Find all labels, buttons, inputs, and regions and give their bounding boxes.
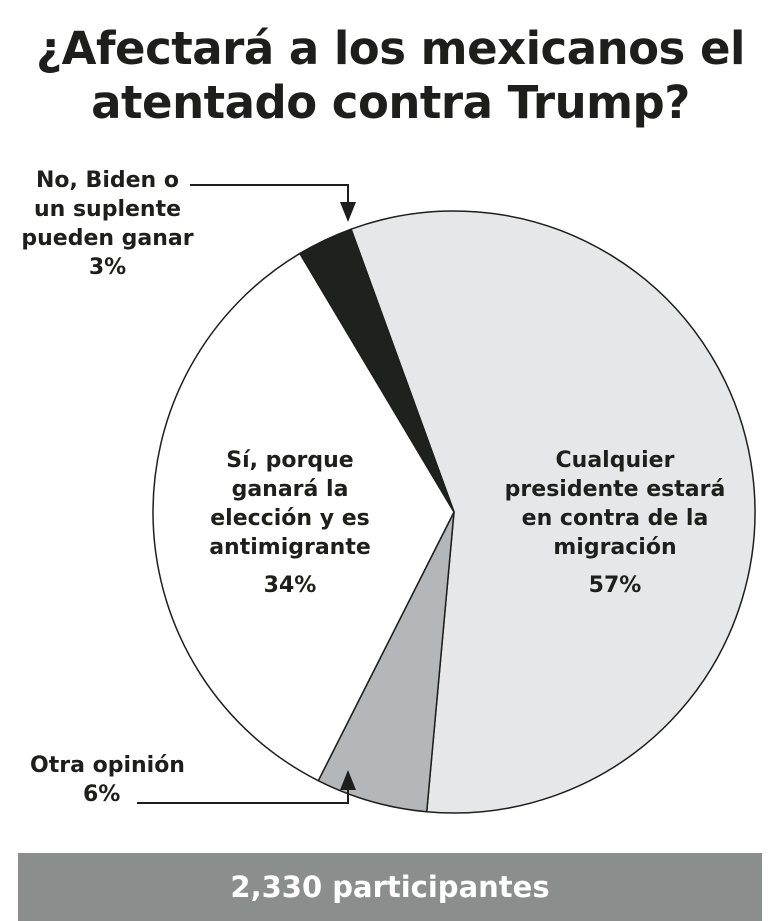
pie-slice-si <box>152 252 455 782</box>
leader-line-otra <box>137 788 349 804</box>
slice-label-biden: No, Biden o un suplente pueden ganar 3% <box>10 166 205 282</box>
slice-label-line: Sí, porque <box>226 448 354 473</box>
slice-label-cualquier: Cualquier presidente estará en contra de… <box>490 446 740 600</box>
pie-slice-biden <box>298 228 455 513</box>
slice-label-line: elección y es <box>210 506 370 531</box>
title-line-2: atentado contra Trump? <box>91 76 690 129</box>
slice-label-line: migración <box>553 535 677 560</box>
participants-footer: 2,330 participantes <box>18 853 762 921</box>
slice-value-biden: 3% <box>88 255 127 280</box>
slice-value-cualquier: 57% <box>588 573 642 598</box>
slice-label-line: un suplente <box>33 197 182 222</box>
slice-label-line: pueden ganar <box>21 226 194 251</box>
leader-arrow-otra <box>340 770 356 790</box>
slice-label-line: presidente estará <box>504 477 726 502</box>
title-line-1: ¿Afectará a los mexicanos el <box>36 22 745 75</box>
slice-label-line: No, Biden o <box>36 168 179 193</box>
slice-label-line: antimigrante <box>209 535 371 560</box>
slice-label-line: ganará la <box>231 477 349 502</box>
slice-value-otra: 6% <box>83 782 121 807</box>
slice-label-line: Cualquier <box>555 448 675 473</box>
slice-label-si: Sí, porque ganará la elección y es antim… <box>180 446 400 600</box>
leader-line-biden <box>190 184 349 205</box>
leader-arrow-biden <box>340 202 356 222</box>
slice-label-line: Otra opinión <box>30 753 185 778</box>
slice-value-si: 34% <box>263 573 317 598</box>
slice-label-otra: Otra opinión 6% <box>15 751 200 809</box>
slice-label-line: en contra de la <box>521 506 709 531</box>
chart-title: ¿Afectará a los mexicanos el atentado co… <box>0 22 781 130</box>
pie-slice-cualquier <box>350 210 756 814</box>
